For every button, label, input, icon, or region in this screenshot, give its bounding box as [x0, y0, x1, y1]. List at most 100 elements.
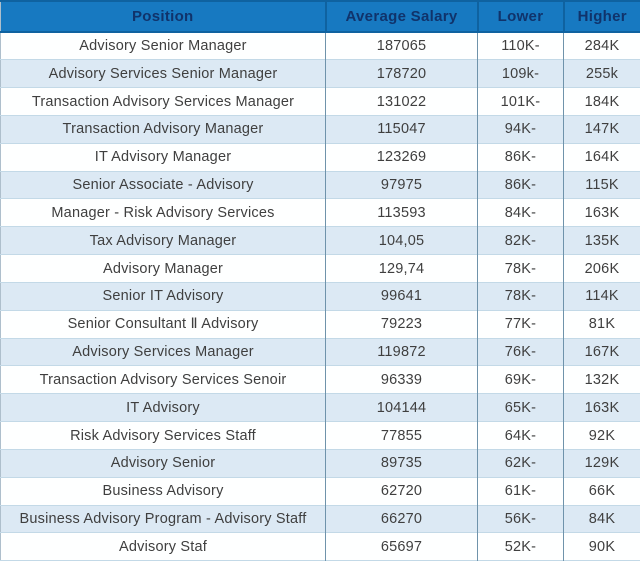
lower-cell: 94K-	[478, 115, 564, 143]
table-row: IT Advisory 104144 65K- 163K	[1, 394, 640, 422]
average-salary-cell: 79223	[326, 310, 478, 338]
column-header-lower: Lower	[478, 1, 564, 32]
position-cell: Senior IT Advisory	[1, 282, 326, 310]
higher-cell: 92K	[564, 422, 640, 450]
average-salary-cell: 62720	[326, 477, 478, 505]
position-cell: Senior Associate - Advisory	[1, 171, 326, 199]
lower-cell: 101K-	[478, 88, 564, 116]
table-row: Transaction Advisory Services Manager 13…	[1, 88, 640, 116]
position-cell: Tax Advisory Manager	[1, 227, 326, 255]
average-salary-cell: 131022	[326, 88, 478, 116]
table-row: Advisory Staf 65697 52K- 90K	[1, 533, 640, 561]
higher-cell: 115K	[564, 171, 640, 199]
lower-cell: 84K-	[478, 199, 564, 227]
column-header-average-salary: Average Salary	[326, 1, 478, 32]
table-row: Advisory Senior 89735 62K- 129K	[1, 449, 640, 477]
average-salary-cell: 119872	[326, 338, 478, 366]
higher-cell: 163K	[564, 394, 640, 422]
average-salary-cell: 113593	[326, 199, 478, 227]
average-salary-cell: 104144	[326, 394, 478, 422]
table-row: Tax Advisory Manager 104,05 82K- 135K	[1, 227, 640, 255]
higher-cell: 81K	[564, 310, 640, 338]
average-salary-cell: 96339	[326, 366, 478, 394]
table-row: Advisory Services Manager 119872 76K- 16…	[1, 338, 640, 366]
lower-cell: 82K-	[478, 227, 564, 255]
higher-cell: 164K	[564, 143, 640, 171]
header-row: Position Average Salary Lower Higher	[1, 1, 640, 32]
average-salary-cell: 66270	[326, 505, 478, 533]
position-cell: Advisory Manager	[1, 255, 326, 283]
higher-cell: 90K	[564, 533, 640, 561]
higher-cell: 163K	[564, 199, 640, 227]
average-salary-cell: 65697	[326, 533, 478, 561]
lower-cell: 64K-	[478, 422, 564, 450]
table-row: Transaction Advisory Services Senoir 963…	[1, 366, 640, 394]
table-header: Position Average Salary Lower Higher	[1, 1, 640, 32]
position-cell: Senior Consultant Ⅱ Advisory	[1, 310, 326, 338]
position-cell: Advisory Services Senior Manager	[1, 60, 326, 88]
average-salary-cell: 123269	[326, 143, 478, 171]
lower-cell: 109k-	[478, 60, 564, 88]
higher-cell: 132K	[564, 366, 640, 394]
position-cell: Advisory Senior Manager	[1, 32, 326, 60]
higher-cell: 167K	[564, 338, 640, 366]
table-row: Advisory Manager 129,74 78K- 206K	[1, 255, 640, 283]
lower-cell: 76K-	[478, 338, 564, 366]
table-row: Risk Advisory Services Staff 77855 64K- …	[1, 422, 640, 450]
table-row: Senior IT Advisory 99641 78K- 114K	[1, 282, 640, 310]
higher-cell: 255k	[564, 60, 640, 88]
higher-cell: 184K	[564, 88, 640, 116]
lower-cell: 65K-	[478, 394, 564, 422]
lower-cell: 86K-	[478, 143, 564, 171]
lower-cell: 78K-	[478, 282, 564, 310]
higher-cell: 147K	[564, 115, 640, 143]
higher-cell: 135K	[564, 227, 640, 255]
position-cell: IT Advisory Manager	[1, 143, 326, 171]
average-salary-cell: 187065	[326, 32, 478, 60]
higher-cell: 129K	[564, 449, 640, 477]
average-salary-cell: 89735	[326, 449, 478, 477]
lower-cell: 62K-	[478, 449, 564, 477]
column-header-higher: Higher	[564, 1, 640, 32]
position-cell: Transaction Advisory Services Manager	[1, 88, 326, 116]
lower-cell: 77K-	[478, 310, 564, 338]
lower-cell: 52K-	[478, 533, 564, 561]
position-cell: Business Advisory Program - Advisory Sta…	[1, 505, 326, 533]
table-row: Business Advisory 62720 61K- 66K	[1, 477, 640, 505]
average-salary-cell: 129,74	[326, 255, 478, 283]
position-cell: Transaction Advisory Manager	[1, 115, 326, 143]
table-body: Advisory Senior Manager 187065 110K- 284…	[1, 32, 640, 561]
table-row: IT Advisory Manager 123269 86K- 164K	[1, 143, 640, 171]
average-salary-cell: 97975	[326, 171, 478, 199]
table-row: Transaction Advisory Manager 115047 94K-…	[1, 115, 640, 143]
table-row: Senior Consultant Ⅱ Advisory 79223 77K- …	[1, 310, 640, 338]
lower-cell: 86K-	[478, 171, 564, 199]
position-cell: Risk Advisory Services Staff	[1, 422, 326, 450]
higher-cell: 66K	[564, 477, 640, 505]
higher-cell: 114K	[564, 282, 640, 310]
lower-cell: 69K-	[478, 366, 564, 394]
higher-cell: 206K	[564, 255, 640, 283]
table-row: Advisory Senior Manager 187065 110K- 284…	[1, 32, 640, 60]
table-row: Senior Associate - Advisory 97975 86K- 1…	[1, 171, 640, 199]
position-cell: Advisory Senior	[1, 449, 326, 477]
lower-cell: 78K-	[478, 255, 564, 283]
position-cell: Manager - Risk Advisory Services	[1, 199, 326, 227]
column-header-position: Position	[1, 1, 326, 32]
position-cell: Transaction Advisory Services Senoir	[1, 366, 326, 394]
average-salary-cell: 77855	[326, 422, 478, 450]
table-row: Manager - Risk Advisory Services 113593 …	[1, 199, 640, 227]
lower-cell: 110K-	[478, 32, 564, 60]
position-cell: Advisory Services Manager	[1, 338, 326, 366]
average-salary-cell: 115047	[326, 115, 478, 143]
lower-cell: 56K-	[478, 505, 564, 533]
position-cell: Advisory Staf	[1, 533, 326, 561]
higher-cell: 284K	[564, 32, 640, 60]
average-salary-cell: 104,05	[326, 227, 478, 255]
table-row: Business Advisory Program - Advisory Sta…	[1, 505, 640, 533]
average-salary-cell: 99641	[326, 282, 478, 310]
higher-cell: 84K	[564, 505, 640, 533]
position-cell: Business Advisory	[1, 477, 326, 505]
lower-cell: 61K-	[478, 477, 564, 505]
